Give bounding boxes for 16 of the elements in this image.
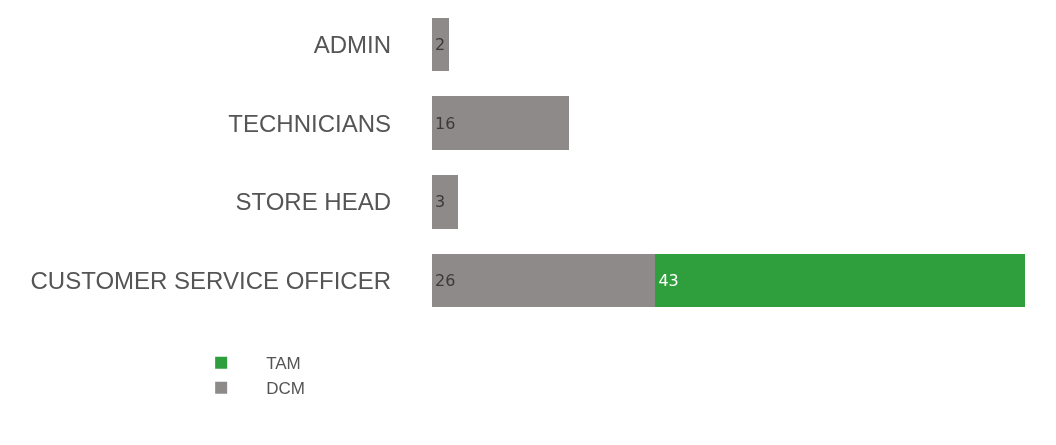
bar [432, 253, 656, 308]
data-label: 26 [435, 271, 456, 291]
data-label: 3 [435, 192, 446, 212]
data-label: 16 [435, 113, 456, 133]
data-label: 2 [435, 34, 446, 54]
bar [655, 253, 1025, 308]
bar [432, 96, 570, 150]
y-tick-label: ADMIN [313, 30, 391, 58]
bar [432, 175, 458, 229]
bar [432, 17, 450, 72]
y-tick-label: CUSTOMER SERVICE OFFICER [30, 267, 391, 295]
legend-label: TAM [266, 354, 301, 374]
data-label: 43 [658, 271, 679, 291]
legend-label: DCM [266, 379, 305, 399]
y-tick-label: TECHNICIANS [228, 109, 391, 137]
y-tick-label: STORE HEAD [235, 188, 391, 216]
